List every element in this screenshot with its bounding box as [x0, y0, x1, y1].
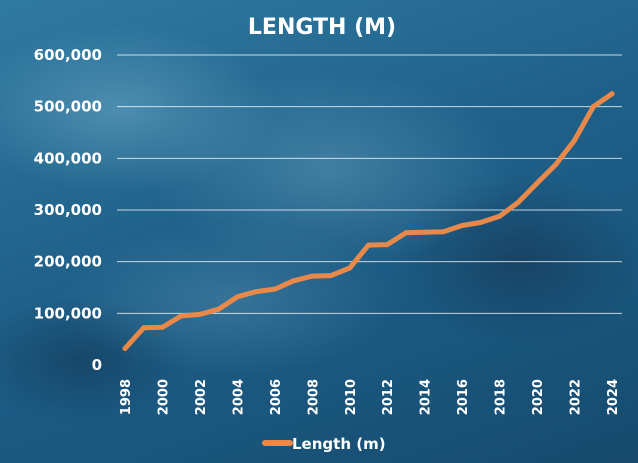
- data-point: [403, 230, 409, 236]
- x-tick-label: 2010: [344, 379, 359, 415]
- series-layer: [122, 91, 615, 351]
- y-tick-label: 300,000: [34, 201, 102, 219]
- x-tick-label: 2024: [606, 379, 621, 415]
- x-tick-label: 2008: [306, 379, 321, 415]
- series-line: [122, 91, 615, 351]
- data-point: [422, 229, 428, 235]
- data-point: [234, 294, 240, 300]
- data-point: [366, 242, 371, 248]
- x-tick-label: 2000: [156, 379, 171, 415]
- data-point: [216, 306, 222, 312]
- data-point: [159, 324, 165, 330]
- data-point: [197, 311, 203, 317]
- legend-label: Length (m): [292, 435, 386, 453]
- data-point: [384, 242, 390, 248]
- y-tick-label: 500,000: [34, 98, 102, 116]
- y-tick-label: 200,000: [34, 253, 102, 271]
- data-point: [253, 289, 259, 295]
- data-point: [609, 91, 615, 97]
- x-tick-label: 2006: [269, 379, 284, 415]
- x-axis-ticks: 1998 2000 2002 2004 2006 2008 2010 2012 2014 2016…: [119, 379, 621, 415]
- data-point: [178, 313, 184, 319]
- data-point: [328, 273, 334, 279]
- y-tick-label: 600,000: [34, 46, 102, 64]
- y-axis-ticks: 0 100,000 200,000 300,000 400,000 500,000 600,…: [34, 46, 102, 374]
- x-tick-label: 2020: [531, 379, 546, 415]
- data-point: [572, 137, 578, 143]
- x-tick-label: 2012: [381, 379, 396, 415]
- legend: Length (m): [262, 435, 386, 453]
- data-point: [497, 213, 503, 219]
- data-point: [478, 219, 484, 225]
- x-tick-label: 1998: [119, 379, 134, 415]
- data-point: [347, 265, 353, 271]
- data-point: [440, 229, 446, 235]
- data-point: [141, 325, 147, 331]
- data-point: [553, 162, 559, 168]
- x-tick-label: 2014: [419, 379, 434, 415]
- data-point: [272, 286, 278, 292]
- data-point: [459, 223, 465, 228]
- data-point: [291, 278, 297, 284]
- x-tick-label: 2016: [456, 379, 471, 415]
- y-tick-label: 100,000: [34, 304, 102, 322]
- x-tick-label: 2018: [494, 379, 509, 415]
- data-point: [515, 199, 521, 205]
- data-point: [534, 180, 540, 186]
- x-tick-label: 2022: [569, 379, 584, 415]
- data-point: [590, 104, 596, 110]
- data-point: [122, 345, 128, 351]
- chart-title: LENGTH (M): [248, 15, 396, 40]
- x-tick-label: 2002: [194, 379, 209, 415]
- data-point: [309, 273, 315, 279]
- x-tick-label: 2004: [231, 379, 246, 415]
- y-tick-label: 400,000: [34, 149, 102, 167]
- gridlines: [117, 54, 622, 314]
- y-tick-label: 0: [92, 356, 102, 374]
